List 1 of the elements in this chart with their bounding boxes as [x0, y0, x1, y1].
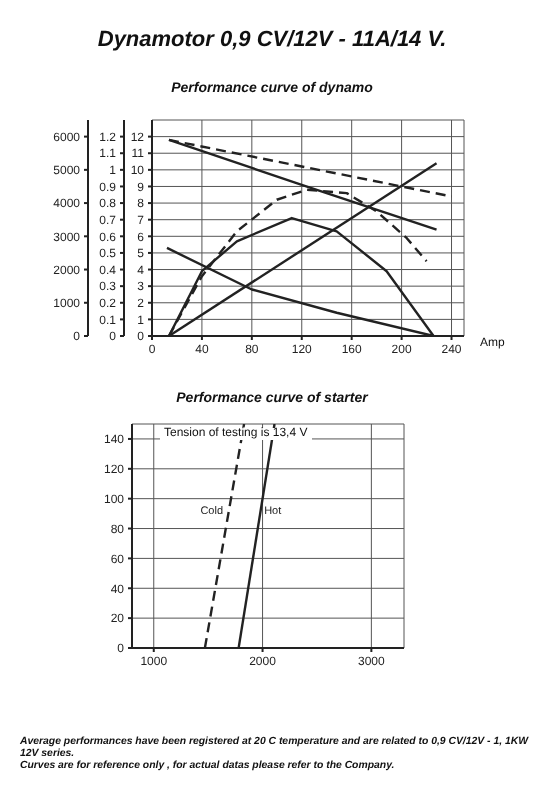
- chart-title: Dynamotor 0,9 CV/12V - 11A/14 V.: [95, 28, 449, 52]
